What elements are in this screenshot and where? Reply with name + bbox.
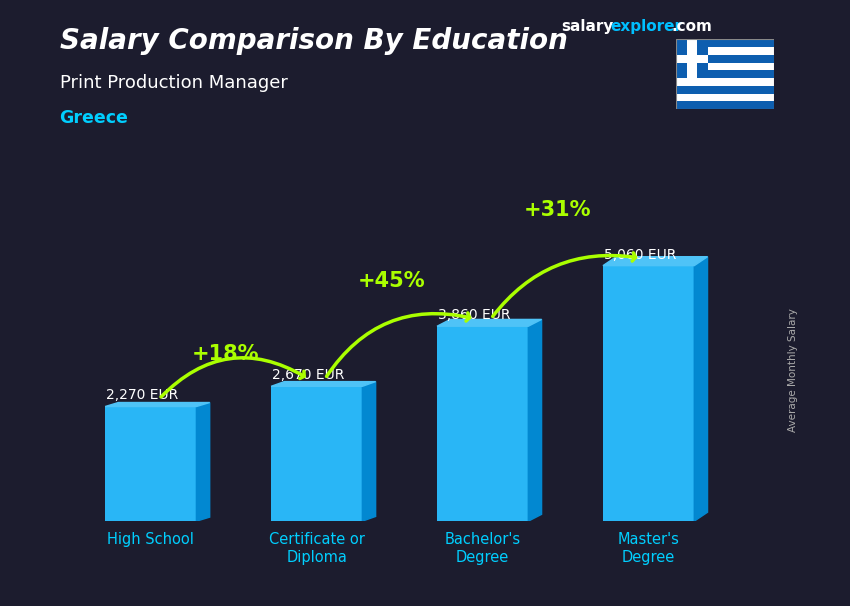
Bar <box>676 47 774 55</box>
Bar <box>676 55 708 62</box>
Bar <box>676 101 774 109</box>
Polygon shape <box>437 319 541 326</box>
Text: 5,060 EUR: 5,060 EUR <box>604 248 677 262</box>
Text: Salary Comparison By Education: Salary Comparison By Education <box>60 27 568 55</box>
Polygon shape <box>603 257 707 265</box>
Text: 2,270 EUR: 2,270 EUR <box>106 388 178 402</box>
Text: Average Monthly Salary: Average Monthly Salary <box>788 308 798 431</box>
Bar <box>603 265 694 521</box>
Text: Greece: Greece <box>60 109 128 127</box>
Text: +18%: +18% <box>192 344 259 364</box>
Bar <box>676 86 774 93</box>
Polygon shape <box>105 402 210 407</box>
Text: +45%: +45% <box>358 271 425 291</box>
Bar <box>676 70 774 78</box>
Text: Print Production Manager: Print Production Manager <box>60 74 287 92</box>
Bar <box>676 55 774 62</box>
Polygon shape <box>196 402 210 521</box>
Bar <box>676 39 708 78</box>
Bar <box>676 39 774 47</box>
Text: 2,670 EUR: 2,670 EUR <box>272 368 344 382</box>
Bar <box>437 326 529 521</box>
Polygon shape <box>362 382 376 521</box>
Bar <box>105 407 196 521</box>
Bar <box>676 62 774 70</box>
Bar <box>687 39 698 78</box>
Polygon shape <box>694 257 707 521</box>
Text: salary: salary <box>561 19 614 35</box>
Text: 3,860 EUR: 3,860 EUR <box>438 308 511 322</box>
Bar <box>676 78 774 86</box>
Polygon shape <box>271 382 376 387</box>
Polygon shape <box>529 319 541 521</box>
Bar <box>271 387 362 521</box>
Text: explorer: explorer <box>610 19 683 35</box>
Bar <box>676 93 774 101</box>
Text: +31%: +31% <box>524 200 591 220</box>
Text: .com: .com <box>672 19 712 35</box>
